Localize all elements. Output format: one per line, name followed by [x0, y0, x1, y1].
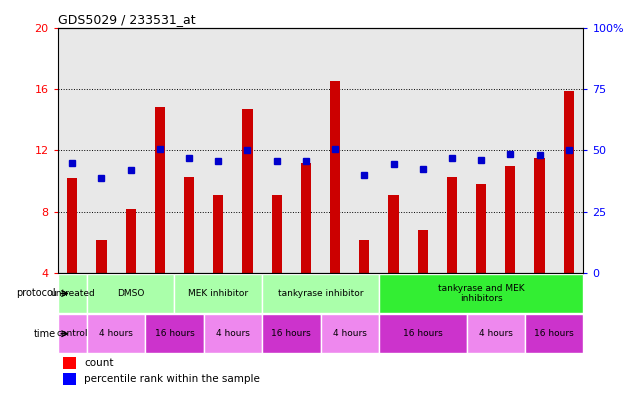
Bar — [262, 28, 291, 274]
Bar — [58, 28, 87, 274]
Bar — [320, 314, 379, 353]
Bar — [242, 109, 253, 274]
Bar — [262, 314, 320, 353]
Bar — [320, 28, 350, 274]
Text: control: control — [56, 329, 88, 338]
Text: 4 hours: 4 hours — [479, 329, 513, 338]
Text: GDS5029 / 233531_at: GDS5029 / 233531_at — [58, 13, 196, 26]
Bar — [437, 28, 467, 274]
Text: 16 hours: 16 hours — [271, 329, 311, 338]
Bar — [233, 28, 262, 274]
Bar — [379, 314, 467, 353]
Text: count: count — [84, 358, 113, 367]
Bar — [408, 28, 437, 274]
Bar — [467, 28, 495, 274]
Bar — [204, 314, 262, 353]
Bar — [58, 274, 87, 313]
Text: 4 hours: 4 hours — [333, 329, 367, 338]
Bar — [204, 28, 233, 274]
Bar — [126, 209, 136, 274]
Text: untreated: untreated — [50, 289, 95, 298]
Bar — [467, 314, 525, 353]
Bar — [146, 28, 174, 274]
Bar — [525, 314, 583, 353]
Bar — [87, 274, 174, 313]
Bar — [563, 90, 574, 274]
Text: 16 hours: 16 hours — [534, 329, 574, 338]
Text: protocol: protocol — [17, 288, 56, 299]
Text: 16 hours: 16 hours — [403, 329, 442, 338]
Bar — [301, 163, 311, 274]
Bar — [58, 314, 87, 353]
Text: MEK inhibitor: MEK inhibitor — [188, 289, 248, 298]
Bar — [505, 166, 515, 274]
Bar — [379, 28, 408, 274]
Bar — [525, 28, 554, 274]
Text: tankyrase inhibitor: tankyrase inhibitor — [278, 289, 363, 298]
Bar — [87, 314, 146, 353]
Bar — [554, 28, 583, 274]
Bar — [154, 107, 165, 274]
Bar — [388, 195, 399, 274]
Text: DMSO: DMSO — [117, 289, 144, 298]
Bar — [330, 81, 340, 274]
Bar — [146, 314, 204, 353]
Text: 4 hours: 4 hours — [99, 329, 133, 338]
Bar — [495, 28, 525, 274]
Bar — [96, 240, 106, 274]
Bar — [272, 195, 282, 274]
Bar — [535, 158, 545, 274]
Bar — [262, 274, 379, 313]
Text: 16 hours: 16 hours — [154, 329, 194, 338]
Text: tankyrase and MEK
inhibitors: tankyrase and MEK inhibitors — [438, 284, 524, 303]
Bar — [417, 230, 428, 274]
Bar — [350, 28, 379, 274]
Text: time: time — [34, 329, 56, 339]
Text: percentile rank within the sample: percentile rank within the sample — [84, 374, 260, 384]
Bar — [67, 178, 78, 274]
Bar — [87, 28, 116, 274]
Bar — [63, 357, 76, 369]
Bar — [476, 184, 487, 274]
Bar — [184, 176, 194, 274]
Bar — [116, 28, 146, 274]
Bar — [174, 274, 262, 313]
Bar — [174, 28, 204, 274]
Bar — [447, 176, 457, 274]
Bar — [291, 28, 320, 274]
Bar — [63, 373, 76, 385]
Text: 4 hours: 4 hours — [216, 329, 250, 338]
Bar — [379, 274, 583, 313]
Bar — [213, 195, 224, 274]
Bar — [359, 240, 369, 274]
